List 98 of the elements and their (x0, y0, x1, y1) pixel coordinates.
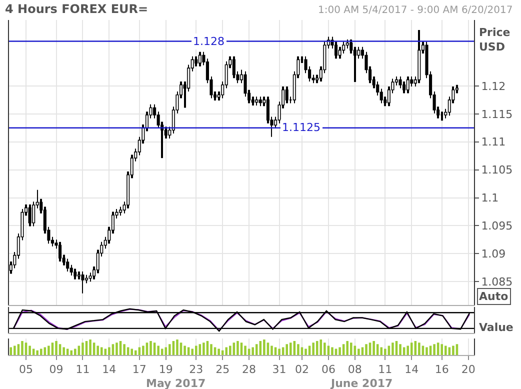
x-tick-label: 23 (189, 363, 204, 376)
bar (184, 346, 186, 355)
bar (410, 342, 413, 355)
bar (440, 344, 443, 355)
bar (62, 347, 65, 355)
bar (82, 342, 84, 355)
bar (142, 346, 144, 355)
bar (290, 342, 292, 355)
x-tick-label: 06 (321, 363, 336, 376)
y-tick-label: 1.095 (481, 220, 513, 233)
bar (433, 344, 436, 355)
bar (108, 347, 110, 355)
bar (358, 348, 360, 355)
bar (384, 348, 386, 355)
bar (304, 348, 307, 355)
bar (270, 346, 273, 355)
y-tick-label: 1.09 (481, 248, 506, 261)
bar (48, 346, 50, 355)
x-tick-label: 14 (404, 363, 419, 376)
x-tick-label: 02 (294, 363, 309, 376)
x-tick-label: 11 (76, 363, 90, 376)
ref-line-label: 1.1125 (282, 121, 320, 134)
bar (380, 347, 383, 355)
chart-title: 4 Hours FOREX EUR= (5, 2, 148, 16)
bar (14, 346, 16, 355)
chart-subtitle: 1:00 AM 5/4/2017 - 9:00 AM 6/20/2017 (318, 5, 513, 16)
y-axis-title: Price USD (479, 26, 510, 54)
bar (210, 344, 212, 355)
bar (191, 348, 194, 355)
bar (312, 342, 314, 355)
x-tick-label: 20 (461, 363, 476, 376)
text: May 2017 (146, 377, 206, 389)
bar (297, 344, 300, 355)
bar (55, 341, 58, 355)
bar (168, 344, 171, 355)
bar (70, 350, 73, 355)
x-tick-label: 25 (216, 363, 230, 376)
bar (350, 342, 352, 355)
bar (286, 344, 288, 355)
bar (444, 346, 447, 355)
bar (252, 347, 254, 355)
x-tick-label: 14 (102, 363, 116, 376)
y-tick-label: 1.115 (481, 108, 513, 121)
bar (218, 348, 220, 355)
bar (100, 347, 103, 355)
bar (74, 348, 76, 355)
y-tick-label: 1.1 (481, 192, 499, 205)
bar (236, 341, 239, 355)
x-tick-label: 16 (434, 363, 449, 376)
bar (157, 346, 160, 355)
bar (263, 339, 266, 355)
y-tick-label: 1.12 (481, 80, 506, 93)
bar (225, 347, 228, 355)
bar (176, 339, 178, 355)
bar (36, 350, 38, 355)
bar (372, 341, 375, 355)
x-tick-label: 31 (272, 363, 286, 376)
bar (392, 342, 394, 355)
x-tick-label: 08 (348, 363, 362, 376)
text: June 2017 (330, 377, 393, 389)
bar (418, 342, 420, 355)
x-tick-label: 09 (49, 363, 64, 376)
bar (229, 346, 232, 355)
bar (21, 341, 24, 355)
x-tick-label: 05 (19, 363, 34, 376)
bar (331, 347, 334, 355)
x-tick-label: 11 (378, 363, 392, 376)
bar (399, 344, 402, 355)
bar (365, 344, 368, 355)
bar (96, 346, 99, 355)
bar (202, 342, 205, 355)
bar (452, 346, 454, 355)
y-tick-label: 1.11 (481, 136, 506, 149)
y-axis-title: Value (479, 321, 514, 334)
bar (130, 348, 133, 355)
bar (406, 346, 409, 355)
bar (116, 342, 118, 355)
bar (338, 347, 341, 355)
bar (134, 350, 137, 355)
bar (40, 348, 42, 355)
bar (255, 344, 258, 355)
bar (244, 346, 246, 355)
y-tick-label: 1.085 (481, 275, 513, 288)
bar (150, 341, 152, 355)
x-tick-label: 19 (158, 363, 173, 376)
bar (123, 344, 126, 355)
bar (28, 346, 31, 355)
bar (195, 346, 198, 355)
bar (89, 339, 92, 355)
ref-line-label: 1.128 (193, 35, 224, 48)
bar (278, 348, 280, 355)
bar (324, 342, 326, 355)
text: Auto (479, 290, 509, 303)
y-tick-label: 1.105 (481, 164, 513, 177)
x-tick-label: 28 (242, 363, 256, 376)
bar (346, 341, 348, 355)
bar (426, 347, 428, 355)
x-tick-label: 17 (132, 363, 146, 376)
